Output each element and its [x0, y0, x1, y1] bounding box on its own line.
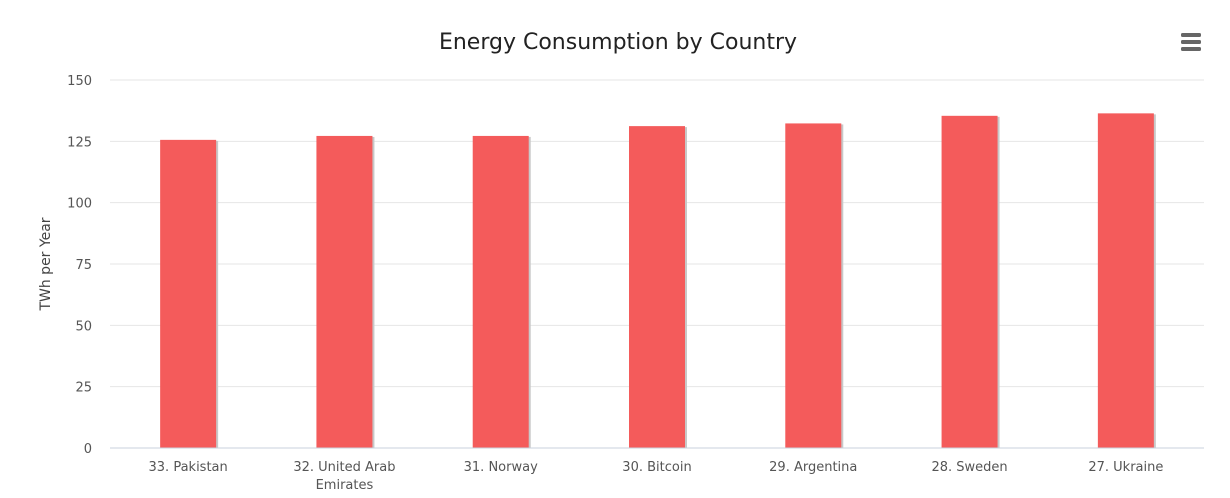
bar[interactable] [1097, 113, 1154, 449]
bar[interactable] [160, 139, 217, 448]
bar[interactable] [629, 126, 685, 448]
menu-icon-line-bottom [1181, 47, 1201, 51]
bars [160, 113, 1156, 449]
bar[interactable] [472, 135, 529, 448]
y-tick-label: 50 [75, 319, 92, 334]
y-tick-label: 125 [67, 135, 92, 150]
hamburger-menu-icon [1181, 33, 1201, 51]
x-tick-label: 27. Ukraine [1088, 460, 1163, 475]
y-tick-label: 75 [75, 258, 92, 273]
chart-menu-button[interactable] [1172, 28, 1210, 56]
menu-icon-line-top [1181, 33, 1201, 37]
y-axis-title: TWh per Year [38, 217, 54, 311]
x-tick-label: Emirates [316, 478, 374, 493]
x-axis-ticks: 33. Pakistan 32. United Arab Emirates 31. N… [149, 460, 1164, 493]
y-tick-label: 100 [67, 197, 92, 212]
x-tick-label: 31. Norway [464, 460, 538, 475]
y-axis-ticks: 0 25 50 75 100 125 150 [67, 74, 92, 457]
chart-title: Energy Consumption by Country [439, 30, 797, 55]
menu-icon-line-middle [1181, 40, 1201, 44]
x-tick-label: 32. United Arab [293, 460, 395, 475]
x-tick-label: 29. Argentina [769, 460, 857, 475]
bar[interactable] [316, 135, 373, 448]
x-tick-label: 33. Pakistan [149, 460, 228, 475]
x-tick-label: 28. Sweden [931, 460, 1007, 475]
x-tick-label: 30. Bitcoin [622, 460, 691, 475]
bar[interactable] [941, 115, 998, 448]
bar[interactable] [785, 123, 842, 448]
y-tick-label: 0 [84, 442, 92, 457]
y-tick-label: 150 [67, 74, 92, 89]
y-tick-label: 25 [75, 381, 92, 396]
